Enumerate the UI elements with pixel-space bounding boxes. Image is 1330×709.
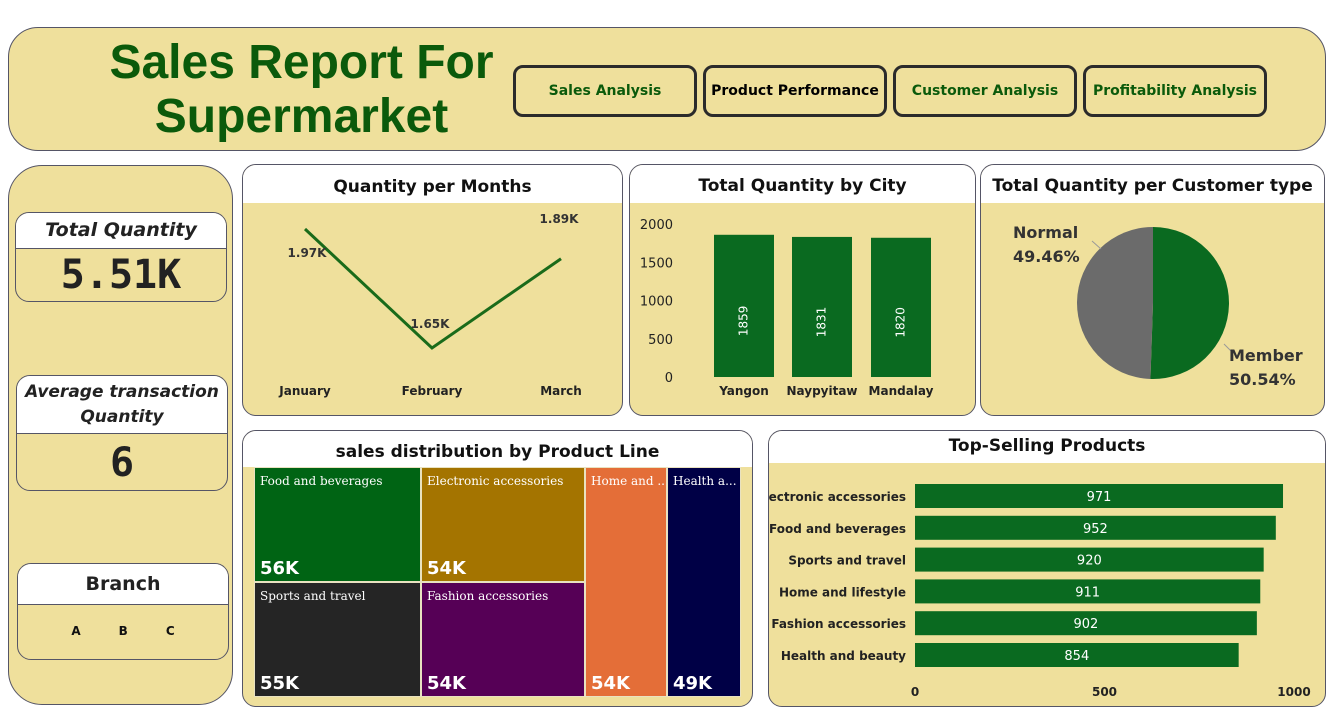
customer-type-chart: Total Quantity per Customer type Normal … <box>980 164 1325 416</box>
product-bar[interactable] <box>915 515 1276 540</box>
product-y-tick: Health and beauty <box>781 649 906 663</box>
branch-option-b[interactable]: B <box>118 624 128 638</box>
pie-label-normal-pct: 49.46% <box>1013 247 1080 266</box>
total-quantity-card: Total Quantity 5.51K <box>15 212 227 302</box>
pie-label-normal-name: Normal <box>1013 223 1078 242</box>
city-chart-title: Total Quantity by City <box>630 165 975 203</box>
product-x-tick: 0 <box>911 685 919 699</box>
product-bar[interactable] <box>915 611 1257 636</box>
treemap-cell-health[interactable]: Health a... 49K <box>667 467 741 697</box>
product-y-tick: Food and beverages <box>769 522 906 536</box>
city-bar-label: 1831 <box>815 307 829 338</box>
total-quantity-label: Total Quantity <box>16 213 226 249</box>
product-line-treemap: sales distribution by Product Line Food … <box>242 430 753 707</box>
normal-leader-line <box>1091 240 1102 250</box>
treemap-title: sales distribution by Product Line <box>243 431 752 467</box>
city-y-tick: 1500 <box>640 256 673 271</box>
city-x-tick: Yangon <box>718 384 769 398</box>
nav-sales-analysis-button[interactable]: Sales Analysis <box>513 65 697 117</box>
line-x-tick: January <box>278 384 331 398</box>
top-selling-title: Top-Selling Products <box>769 431 1325 463</box>
line-series <box>303 227 562 350</box>
pie-label-member-name: Member <box>1229 346 1303 365</box>
line-x-tick: February <box>402 384 463 398</box>
product-y-tick: Electronic accessories <box>769 490 906 504</box>
branch-option-a[interactable]: A <box>71 624 81 638</box>
city-y-tick: 500 <box>648 333 673 348</box>
pie-svg: Normal 49.46% Member 50.54% <box>1013 223 1303 389</box>
treemap-cell-food[interactable]: Food and beverages 56K <box>254 467 421 582</box>
line-data-label: 1.89K <box>540 212 580 226</box>
avg-transaction-value: 6 <box>109 440 135 486</box>
city-bar-label: 1859 <box>737 306 751 337</box>
line-chart-title: Quantity per Months <box>243 165 622 203</box>
product-bar-label: 952 <box>1083 522 1108 537</box>
pie-label-member-pct: 50.54% <box>1229 370 1296 389</box>
treemap-cell-home[interactable]: Home and ... 54K <box>585 467 667 697</box>
city-x-tick: Naypyitaw <box>786 384 857 398</box>
branch-label: Branch <box>18 564 228 605</box>
quantity-per-months-chart: Quantity per Months 1.97K 1.65K 1.89K Janu… <box>242 164 623 416</box>
treemap-cell-fashion[interactable]: Fashion accessories 54K <box>421 582 585 697</box>
kpi-sidebar: Total Quantity 5.51K Average transaction… <box>8 165 233 705</box>
city-y-tick: 0 <box>665 371 673 386</box>
pie-slice-member[interactable] <box>1150 227 1230 379</box>
product-bar[interactable] <box>915 547 1264 572</box>
nav-product-performance-button[interactable]: Product Performance <box>703 65 887 117</box>
product-y-tick: Fashion accessories <box>771 617 906 631</box>
product-y-tick: Home and lifestyle <box>779 585 906 599</box>
pie-slice-normal[interactable] <box>1077 227 1153 379</box>
product-x-tick: 1000 <box>1277 685 1310 699</box>
product-x-tick: 500 <box>1092 685 1117 699</box>
product-y-tick: Sports and travel <box>788 554 906 568</box>
product-bar-label: 920 <box>1077 554 1102 569</box>
nav-customer-analysis-button[interactable]: Customer Analysis <box>893 65 1077 117</box>
city-bar[interactable] <box>714 234 774 377</box>
line-data-label: 1.65K <box>411 317 451 331</box>
top-selling-products-chart: Top-Selling Products 971 Electronic acces… <box>768 430 1326 707</box>
product-bar[interactable] <box>915 484 1284 508</box>
product-bar-label: 902 <box>1074 617 1099 632</box>
branch-slicer: Branch A B C <box>17 563 229 660</box>
branch-option-c[interactable]: C <box>165 624 175 638</box>
member-leader-line <box>1223 343 1232 352</box>
treemap-cell-sports[interactable]: Sports and travel 55K <box>254 582 421 697</box>
city-y-tick: 2000 <box>640 218 673 233</box>
city-bar[interactable] <box>792 236 852 377</box>
product-bar-label: 971 <box>1087 490 1112 505</box>
product-bar-label: 911 <box>1075 585 1100 600</box>
city-y-tick: 1000 <box>640 295 673 310</box>
top-selling-svg: 971 Electronic accessories 952 Food and bev… <box>769 484 1311 699</box>
avg-transaction-card: Average transaction Quantity 6 <box>16 375 228 491</box>
nav-profitability-analysis-button[interactable]: Profitability Analysis <box>1083 65 1267 117</box>
total-quantity-value: 5.51K <box>60 252 182 298</box>
city-bar[interactable] <box>871 237 931 377</box>
city-bar-label: 1820 <box>894 307 908 338</box>
quantity-by-city-chart: Total Quantity by City 0 500 1000 1500 2000 … <box>629 164 976 416</box>
treemap-cell-electronic[interactable]: Electronic accessories 54K <box>421 467 585 582</box>
city-x-tick: Mandalay <box>869 384 934 398</box>
line-chart-svg: 1.97K 1.65K 1.89K January February March <box>278 212 582 398</box>
header-panel: Sales Report For Supermarket Sales Analy… <box>8 27 1326 151</box>
line-x-tick: March <box>540 384 582 398</box>
page-title: Sales Report For Supermarket <box>109 36 494 143</box>
product-bar[interactable] <box>915 579 1261 604</box>
avg-transaction-label: Average transaction Quantity <box>17 376 227 434</box>
product-bar-label: 854 <box>1064 649 1089 664</box>
product-bar[interactable] <box>915 643 1239 667</box>
city-bar-svg: 0 500 1000 1500 2000 1859 Yangon 1831 Naypyitaw… <box>640 218 934 398</box>
pie-chart-title: Total Quantity per Customer type <box>981 165 1324 203</box>
line-data-label: 1.97K <box>288 246 328 260</box>
